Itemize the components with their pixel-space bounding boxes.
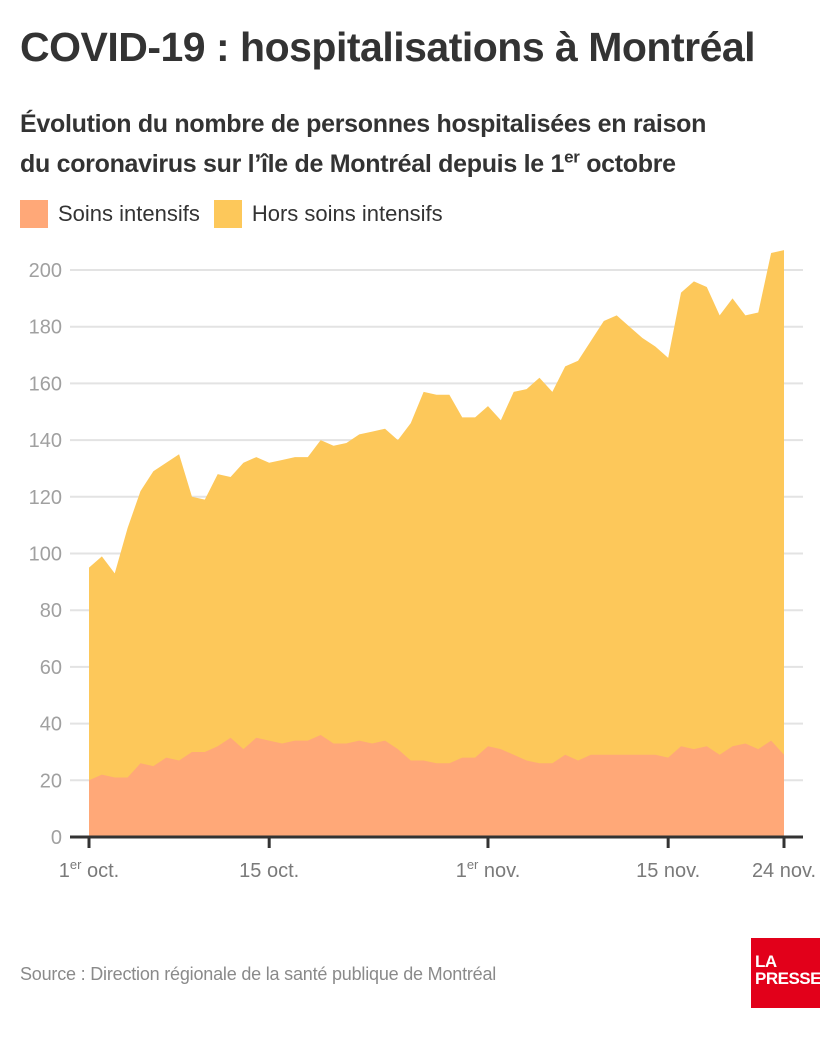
legend-item-non-icu: Hors soins intensifs [213, 200, 443, 228]
y-tick-label-200: 200 [29, 260, 62, 282]
y-axis: 0 20 40 60 80 100 120 140 160 180 200 [29, 260, 62, 849]
legend: Soins intensifs Hors soins intensifs [20, 200, 457, 228]
subtitle-line-2-text: du coronavirus sur l’île de Montréal dep… [20, 150, 565, 178]
x-tick-label-0: 1er oct. [59, 857, 119, 882]
y-tick-label-120: 120 [29, 487, 62, 509]
y-tick-label-160: 160 [29, 373, 62, 395]
x-tick-label-45: 15 nov. [636, 860, 700, 882]
chart-areas [89, 250, 784, 837]
legend-item-icu: Soins intensifs [20, 200, 200, 228]
x-axis: 1er oct. 15 oct. 1er nov. 15 nov. 24 nov. [59, 835, 816, 882]
y-tick-label-20: 20 [40, 770, 62, 792]
y-tick-label-180: 180 [29, 317, 62, 339]
area-hors-soins-intensifs [89, 250, 784, 837]
y-tick-label-140: 140 [29, 430, 62, 452]
source-note: Source : Direction régionale de la santé… [20, 964, 497, 984]
area-soins-intensifs [89, 734, 784, 837]
y-tick-label-60: 60 [40, 657, 62, 679]
y-tick-label-80: 80 [40, 600, 62, 622]
y-tick-label-40: 40 [40, 714, 62, 736]
y-tick-label-0: 0 [51, 827, 62, 849]
x-tick-label-54: 24 nov. [752, 860, 816, 882]
la-presse-logo: LA PRESSE [751, 938, 821, 1008]
chart-title: COVID-19 : hospitalisations à Montréal [20, 24, 756, 70]
logo-line-1: LA [755, 952, 777, 971]
legend-label-non-icu: Hors soins intensifs [251, 201, 443, 226]
chart-subtitle: Évolution du nombre de personnes hospita… [20, 104, 800, 184]
legend-swatch-icu [20, 200, 48, 228]
subtitle-ordinal-sup: er [564, 147, 580, 167]
logo-line-2: PRESSE [755, 969, 821, 988]
subtitle-line-2: du coronavirus sur l’île de Montréal dep… [20, 144, 800, 184]
x-tick-label-31: 1er nov. [456, 857, 521, 882]
legend-swatch-non-icu [213, 200, 242, 228]
legend-label-icu: Soins intensifs [58, 201, 200, 226]
area-chart: 0 20 40 60 80 100 120 140 160 180 200 1er oct. 15 o… [29, 250, 816, 882]
subtitle-line-1: Évolution du nombre de personnes hospita… [20, 110, 707, 138]
x-tick-label-14: 15 oct. [239, 860, 299, 882]
y-tick-label-100: 100 [29, 544, 62, 566]
subtitle-line-2-end: octobre [579, 150, 676, 178]
